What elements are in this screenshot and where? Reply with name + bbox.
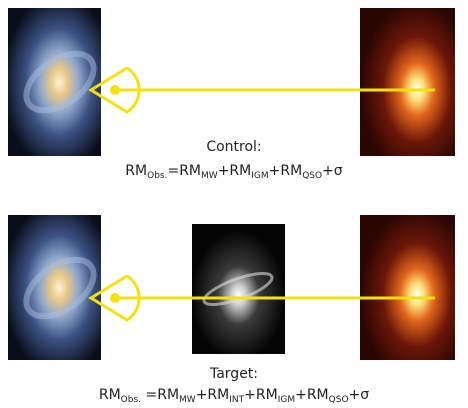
- formula-subscript: QSO: [302, 171, 323, 181]
- eye: [88, 274, 141, 322]
- formula-term: =RM: [141, 387, 180, 403]
- panel-label: Control:: [206, 139, 262, 155]
- milky-way-image: [8, 215, 101, 360]
- intervening-galaxy-image: [192, 224, 285, 354]
- formula-term: RM: [98, 387, 121, 403]
- formula-subscript: IGM: [277, 395, 296, 405]
- bottom-row: [8, 215, 455, 360]
- formula-term: +σ: [348, 387, 370, 403]
- milky-way-image: [8, 8, 101, 156]
- formula-term: RM: [125, 163, 148, 179]
- formula-subscript: INT: [229, 395, 245, 405]
- formula-subscript: MW: [179, 395, 196, 405]
- formula-subscript: MW: [201, 171, 218, 181]
- formula-term: =RM: [167, 163, 202, 179]
- formula-subscript: Obs.: [120, 395, 142, 405]
- formula-term: +RM: [244, 387, 278, 403]
- eye: [88, 66, 141, 114]
- formula-term: +RM: [217, 163, 252, 179]
- formula-term: +RM: [195, 387, 230, 403]
- formula: RMObs.=RMMW+RMIGM+RMQSO+σ: [0, 163, 468, 181]
- top-row: [8, 8, 455, 156]
- formula-subscript: Obs.: [147, 171, 168, 181]
- formula: RMObs. =RMMW+RMINT+RMIGM+RMQSO+σ: [0, 387, 468, 405]
- formula-term: +RM: [295, 387, 329, 403]
- quasar-image: [360, 215, 455, 360]
- formula-subscript: IGM: [251, 171, 269, 181]
- formula-term: +RM: [268, 163, 303, 179]
- quasar-image: [360, 8, 455, 156]
- panel-label: Target:: [209, 366, 259, 382]
- formula-subscript: QSO: [328, 395, 349, 405]
- formula-term: +σ: [322, 163, 343, 179]
